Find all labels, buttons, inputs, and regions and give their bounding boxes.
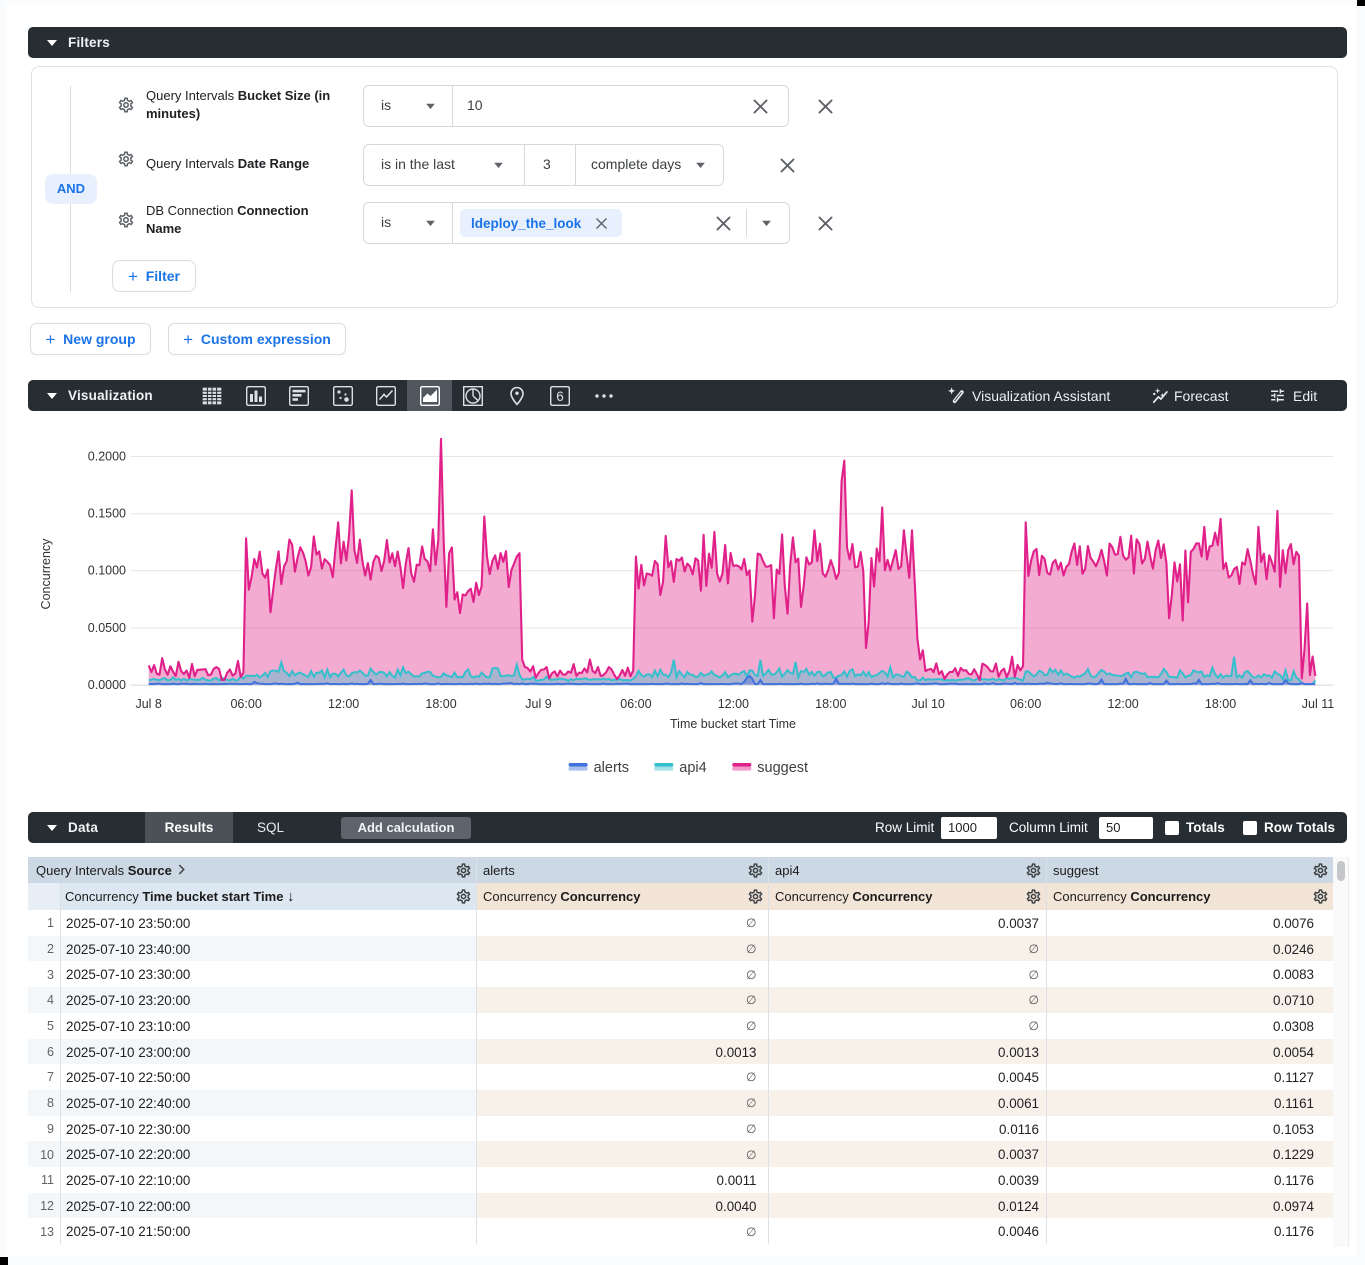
svg-text:18:00: 18:00 [815, 697, 846, 711]
svg-text:0.0000: 0.0000 [88, 678, 126, 692]
svg-text:0.1500: 0.1500 [88, 507, 126, 521]
svg-text:18:00: 18:00 [425, 697, 456, 711]
svg-text:0.0500: 0.0500 [88, 621, 126, 635]
svg-text:06:00: 06:00 [230, 697, 261, 711]
svg-text:12:00: 12:00 [718, 697, 749, 711]
svg-text:0.2000: 0.2000 [88, 449, 126, 463]
svg-text:suggest: suggest [757, 760, 808, 776]
svg-text:alerts: alerts [594, 760, 629, 776]
svg-text:Jul 11: Jul 11 [1302, 697, 1334, 711]
svg-text:12:00: 12:00 [1107, 697, 1138, 711]
svg-text:Jul 10: Jul 10 [912, 697, 945, 711]
svg-text:6: 6 [556, 389, 564, 404]
svg-text:Jul 8: Jul 8 [135, 697, 161, 711]
svg-text:06:00: 06:00 [620, 697, 651, 711]
svg-text:Time bucket start Time: Time bucket start Time [670, 717, 796, 731]
svg-text:api4: api4 [679, 760, 706, 776]
svg-text:06:00: 06:00 [1010, 697, 1041, 711]
svg-text:18:00: 18:00 [1205, 697, 1236, 711]
svg-text:Jul 9: Jul 9 [525, 697, 551, 711]
svg-text:Concurrency: Concurrency [39, 538, 53, 610]
svg-text:0.1000: 0.1000 [88, 564, 126, 578]
svg-text:12:00: 12:00 [328, 697, 359, 711]
